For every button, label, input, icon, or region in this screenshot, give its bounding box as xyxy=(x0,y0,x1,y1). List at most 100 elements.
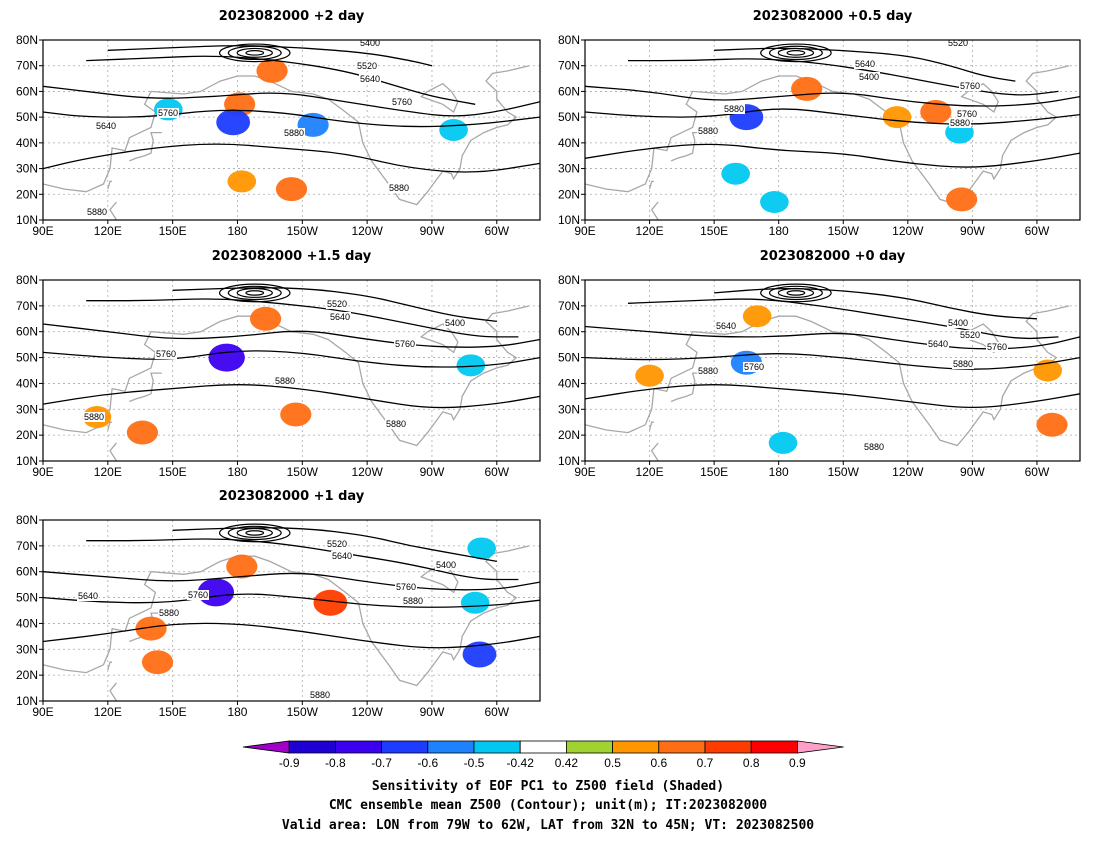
y-tick-label: 50N xyxy=(558,110,580,124)
sensitivity-shade xyxy=(467,537,496,560)
x-tick-label: 90W xyxy=(420,705,445,719)
y-tick-label: 50N xyxy=(16,591,38,605)
sensitivity-shade xyxy=(946,187,978,212)
sensitivity-shade xyxy=(460,591,490,614)
colorbar-tick-label: 0.42 xyxy=(555,756,579,770)
y-tick-label: 40N xyxy=(558,376,580,390)
z500-contour xyxy=(584,353,1081,370)
y-tick-label: 20N xyxy=(16,187,38,201)
sensitivity-shade xyxy=(256,58,288,83)
map-border xyxy=(42,519,541,702)
sensitivity-shade xyxy=(141,650,174,675)
z500-contour-closed xyxy=(786,50,806,56)
contour-label-bg xyxy=(444,318,466,328)
contour-label-bg xyxy=(155,349,177,359)
colorbar-swatch xyxy=(658,740,706,754)
sensitivity-shade xyxy=(1033,359,1063,382)
colorbar-tick-label: 0.7 xyxy=(697,756,714,770)
coastline xyxy=(650,442,659,462)
contour-label: 5640 xyxy=(716,321,736,331)
caption-line-3: Valid area: LON from 79W to 62W, LAT fro… xyxy=(282,818,814,833)
x-tick-label: 120W xyxy=(351,224,383,238)
z500-contour-closed xyxy=(218,43,291,63)
contour-label: 5880 xyxy=(864,442,884,452)
y-tick-label: 60N xyxy=(558,325,580,339)
y-tick-label: 70N xyxy=(16,59,38,73)
x-tick-label: 150E xyxy=(159,705,187,719)
contour-label-bg xyxy=(986,342,1008,352)
coastline xyxy=(670,372,704,403)
sensitivity-shade xyxy=(135,616,167,641)
contour-label: 5880 xyxy=(389,183,409,193)
y-tick-label: 20N xyxy=(16,668,38,682)
contour-label-bg xyxy=(402,596,424,606)
x-tick-label: 60W xyxy=(484,705,509,719)
contour-label: 5760 xyxy=(395,339,415,349)
x-tick-label: 90W xyxy=(420,465,445,479)
map-area xyxy=(43,520,540,701)
y-tick-label: 70N xyxy=(558,299,580,313)
contour-label: 5760 xyxy=(744,362,764,372)
contour-label: 5760 xyxy=(156,349,176,359)
contour-label-bg xyxy=(956,109,978,119)
contour-label: 5760 xyxy=(396,582,416,592)
panels: 90E 120E 150E 180 150W 120W 90W 60W 10N 20N 30N 40N… xyxy=(16,9,1081,719)
contour-label-bg xyxy=(858,72,880,82)
x-tick-label: 150E xyxy=(159,224,187,238)
x-tick-label: 150W xyxy=(828,465,860,479)
panel-title: 2023082000 +0.5 day xyxy=(753,9,913,24)
map-border xyxy=(42,39,541,221)
z500-contour-closed xyxy=(760,283,832,303)
contour-label: 5640 xyxy=(78,591,98,601)
coastline xyxy=(109,682,118,702)
contour-label-bg xyxy=(83,412,105,422)
map-panel-2: 90E 120E 150E 180 150W 120W 90W 60W 10N 20N 30N 40N… xyxy=(558,9,1081,238)
x-tick-label: 90E xyxy=(574,465,595,479)
contour-label-bg xyxy=(86,207,108,217)
y-tick-label: 40N xyxy=(16,616,38,630)
colorbar: -0.9 -0.8 -0.7 -0.6 -0.5 -0.42 0.42 0.5 0.6 0.7 0.… xyxy=(242,740,844,770)
colorbar-swatch xyxy=(334,740,382,754)
y-tick-label: 10N xyxy=(558,213,580,227)
z500-contour xyxy=(42,384,541,409)
z500-contour-closed xyxy=(777,287,815,298)
x-tick-label: 90E xyxy=(32,224,53,238)
z500-contour xyxy=(42,571,541,591)
x-tick-label: 180 xyxy=(227,465,247,479)
y-tick-label: 30N xyxy=(16,642,38,656)
colorbar-tick-label: -0.5 xyxy=(464,756,485,770)
contour-label: 5760 xyxy=(188,590,208,600)
z500-contour-closed xyxy=(245,50,265,56)
contour-label: 5760 xyxy=(392,97,412,107)
x-tick-label: 90W xyxy=(960,465,985,479)
z500-contour-closed xyxy=(768,45,823,61)
colorbar-tick-label: -0.9 xyxy=(279,756,300,770)
map-area xyxy=(585,40,1080,220)
sensitivity-shade xyxy=(791,76,823,101)
contour-label: 5880 xyxy=(953,359,973,369)
contour-label: 5400 xyxy=(436,560,456,570)
colorbar-swatch xyxy=(519,740,567,754)
contour-label-bg xyxy=(715,321,737,331)
y-tick-label: 50N xyxy=(558,351,580,365)
z500-contour xyxy=(584,85,1081,107)
contour-label-bg xyxy=(395,582,417,592)
contour-label-bg xyxy=(331,551,353,561)
x-tick-label: 180 xyxy=(227,224,247,238)
x-tick-label: 90W xyxy=(960,224,985,238)
map-panel-5: 90E 120E 150E 180 150W 120W 90W 60W 10N 20N 30N 40N… xyxy=(16,489,541,719)
z500-contour xyxy=(42,350,541,368)
z500-contour xyxy=(172,527,497,563)
sensitivity-shade xyxy=(768,431,798,454)
y-tick-label: 40N xyxy=(558,136,580,150)
z500-contour-closed xyxy=(236,527,273,538)
colorbar-swatch xyxy=(612,740,660,754)
contour-label: 5880 xyxy=(159,608,179,618)
z500-contour xyxy=(86,298,519,338)
x-tick-label: 180 xyxy=(227,705,247,719)
colorbar-tick-label: 0.9 xyxy=(789,756,806,770)
contour-label: 5640 xyxy=(330,312,350,322)
contour-label: 5400 xyxy=(360,38,380,48)
coastline xyxy=(419,82,459,114)
y-tick-label: 60N xyxy=(16,84,38,98)
